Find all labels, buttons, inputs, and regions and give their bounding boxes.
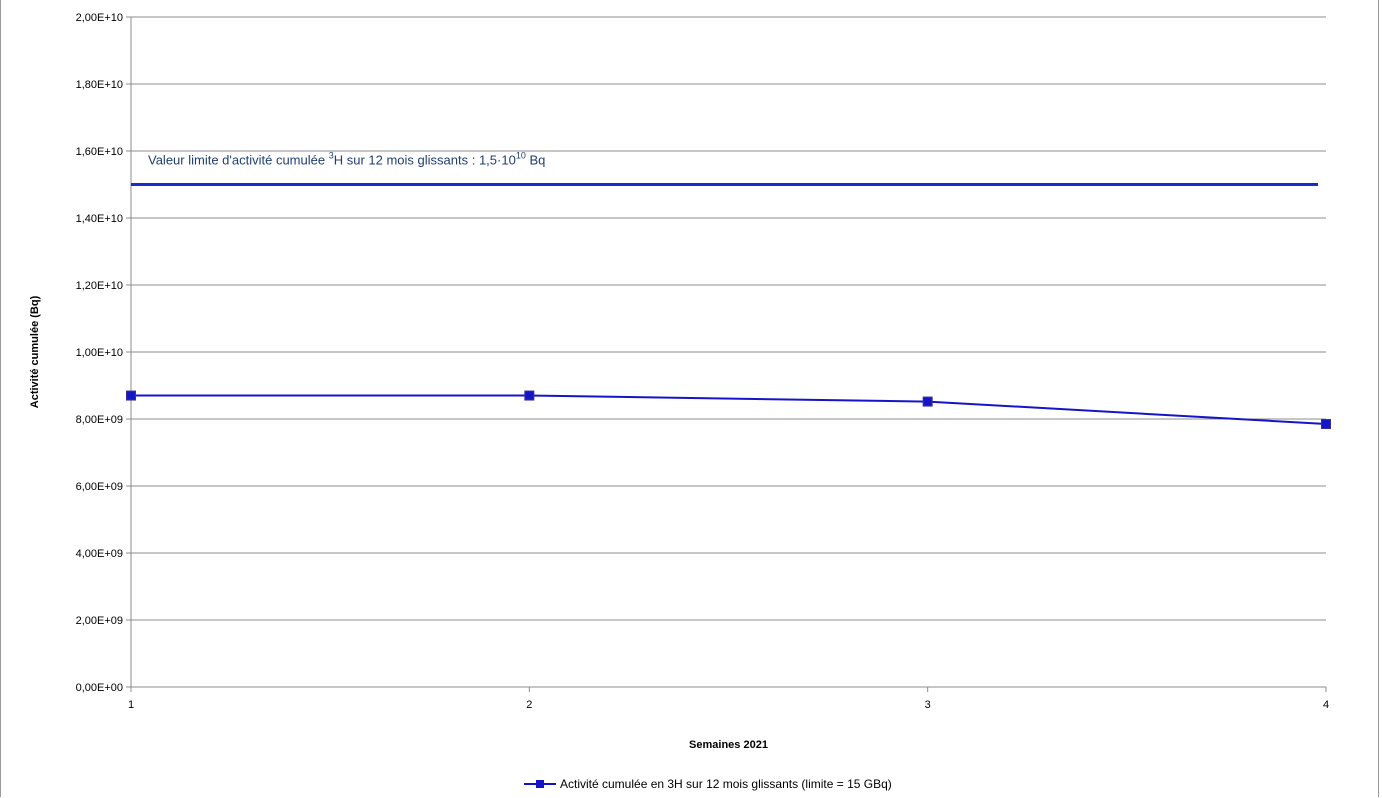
x-tick-label: 2 <box>526 699 532 711</box>
y-tick-label: 1,60E+10 <box>76 146 123 158</box>
gridlines <box>131 16 1326 621</box>
data-point[interactable] <box>524 390 535 401</box>
y-tick-label: 2,00E+10 <box>76 12 123 24</box>
x-axis-ticks: 1 2 3 4 <box>128 687 1329 711</box>
y-tick-label: 4,00E+09 <box>76 548 123 560</box>
y-tick-label: 1,00E+10 <box>76 347 123 359</box>
legend-marker-icon <box>536 780 544 788</box>
x-tick-label: 4 <box>1323 699 1329 711</box>
legend-label: Activité cumulée en 3H sur 12 mois gliss… <box>560 777 892 791</box>
data-point[interactable] <box>126 390 136 401</box>
y-axis-ticks: 0,00E+00 2,00E+09 4,00E+09 6,00E+09 8,00E+09… <box>76 12 131 694</box>
y-tick-label: 8,00E+09 <box>76 414 123 426</box>
x-tick-label: 3 <box>925 699 931 711</box>
y-tick-label: 6,00E+09 <box>76 481 123 493</box>
y-tick-label: 1,80E+10 <box>76 79 123 91</box>
data-point[interactable] <box>922 396 933 407</box>
x-tick-label: 1 <box>128 699 134 711</box>
data-point[interactable] <box>1321 419 1331 430</box>
series-group <box>126 390 1331 430</box>
legend[interactable]: Activité cumulée en 3H sur 12 mois gliss… <box>524 777 892 791</box>
y-tick-label: 0,00E+00 <box>76 682 123 694</box>
y-tick-label: 1,20E+10 <box>76 280 123 292</box>
y-axis-title: Activité cumulée (Bq) <box>29 295 41 408</box>
x-axis-title: Semaines 2021 <box>689 739 768 751</box>
y-tick-label: 2,00E+09 <box>76 615 123 627</box>
series-line <box>131 394 1327 426</box>
y-tick-label: 1,40E+10 <box>76 213 123 225</box>
limit-line-label: Valeur limite d'activité cumulée 3H sur … <box>148 151 545 168</box>
